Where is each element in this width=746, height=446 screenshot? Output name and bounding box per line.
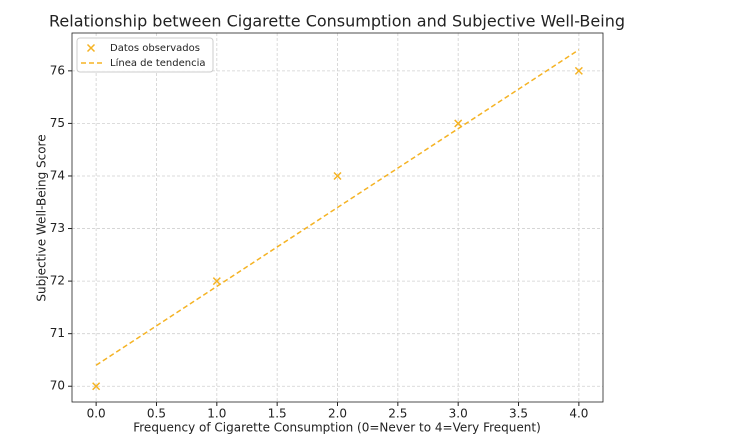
legend-label: Línea de tendencia — [110, 57, 205, 69]
x-tick-label: 2.5 — [388, 407, 407, 421]
marker-stroke — [92, 382, 101, 391]
x-tick-label: 0.5 — [147, 407, 166, 421]
point-marker — [92, 382, 101, 391]
x-axis-label: Frequency of Cigarette Consumption (0=Ne… — [133, 421, 541, 435]
point-marker — [333, 171, 342, 181]
trend-line — [95, 49, 580, 366]
chart-title: Relationship between Cigarette Consumpti… — [49, 12, 625, 31]
y-tick-label: 75 — [50, 116, 65, 130]
x-tick-label: 2.0 — [328, 407, 347, 421]
legend-label: Datos observados — [110, 43, 200, 54]
marker-stroke — [212, 277, 221, 286]
x-tick-label: 3.0 — [449, 407, 468, 421]
y-tick-label: 74 — [50, 168, 65, 182]
x-tick-label: 3.5 — [509, 407, 528, 421]
x-tick-label: 0.0 — [87, 407, 106, 421]
point-marker — [212, 277, 221, 286]
point-marker — [574, 66, 583, 75]
point-marker — [454, 119, 463, 128]
y-tick-label: 76 — [50, 63, 65, 77]
marker-stroke — [333, 171, 342, 181]
x-tick-label: 1.0 — [207, 407, 226, 421]
x-tick-label: 4.0 — [569, 407, 588, 421]
legend-box — [76, 37, 214, 73]
marker-stroke — [574, 66, 583, 75]
y-tick-label: 70 — [50, 379, 65, 393]
point-marker — [86, 43, 96, 53]
y-tick-label: 73 — [50, 221, 65, 235]
y-tick-label: 72 — [50, 274, 65, 288]
marker-stroke — [86, 43, 96, 53]
y-tick-label: 71 — [50, 326, 65, 340]
plot-frame — [71, 32, 604, 403]
x-tick-label: 1.5 — [268, 407, 287, 421]
y-axis-label: Subjective Well-Being Score — [35, 134, 49, 301]
marker-stroke — [454, 119, 463, 128]
